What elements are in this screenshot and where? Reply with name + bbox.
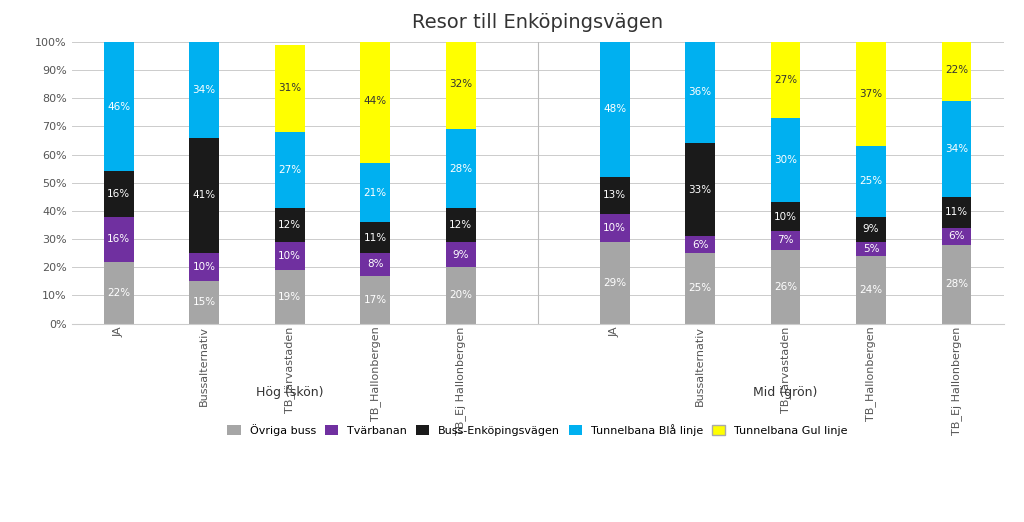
Text: 5%: 5% xyxy=(863,244,880,254)
Bar xyxy=(445,208,475,242)
Text: 21%: 21% xyxy=(364,187,387,197)
Bar xyxy=(941,101,972,197)
Text: 31%: 31% xyxy=(279,84,301,93)
Text: 28%: 28% xyxy=(945,279,968,289)
Bar xyxy=(189,42,219,138)
Text: 25%: 25% xyxy=(688,283,712,293)
Bar xyxy=(770,42,801,118)
Text: 16%: 16% xyxy=(108,189,130,199)
Bar xyxy=(445,129,475,208)
Legend: Övriga buss, Tvärbanan, Buss-Enköpingsvägen, Tunnelbana Blå linje, Tunnelbana Gu: Övriga buss, Tvärbanan, Buss-Enköpingsvä… xyxy=(223,419,852,440)
Text: 20%: 20% xyxy=(450,290,472,301)
Bar xyxy=(274,44,304,132)
Bar xyxy=(941,39,972,101)
Text: 12%: 12% xyxy=(279,220,301,230)
Bar xyxy=(189,138,219,253)
Bar xyxy=(941,245,972,324)
Text: 25%: 25% xyxy=(859,176,883,186)
Text: 48%: 48% xyxy=(603,104,626,114)
Bar xyxy=(856,146,886,217)
Bar xyxy=(600,177,630,213)
Text: 33%: 33% xyxy=(688,185,712,195)
Bar xyxy=(360,222,390,253)
Bar xyxy=(685,236,715,253)
Bar xyxy=(770,118,801,203)
Title: Resor till Enköpingsvägen: Resor till Enköpingsvägen xyxy=(412,13,664,32)
Text: 27%: 27% xyxy=(279,165,301,175)
Text: 9%: 9% xyxy=(453,250,469,259)
Text: 10%: 10% xyxy=(603,223,626,233)
Bar xyxy=(600,242,630,324)
Bar xyxy=(856,42,886,146)
Text: 6%: 6% xyxy=(692,240,709,250)
Bar xyxy=(856,242,886,256)
Text: 41%: 41% xyxy=(193,191,216,200)
Text: 8%: 8% xyxy=(367,259,383,269)
Bar xyxy=(600,42,630,177)
Bar xyxy=(189,253,219,281)
Bar xyxy=(445,39,475,129)
Text: Mid (grön): Mid (grön) xyxy=(754,386,818,399)
Bar xyxy=(445,267,475,324)
Text: 28%: 28% xyxy=(450,163,472,174)
Text: 30%: 30% xyxy=(774,155,797,165)
Bar xyxy=(103,217,134,262)
Text: 11%: 11% xyxy=(945,207,968,217)
Text: 6%: 6% xyxy=(948,231,965,241)
Bar xyxy=(274,242,304,270)
Text: 34%: 34% xyxy=(945,144,968,154)
Text: 12%: 12% xyxy=(450,220,472,230)
Text: 46%: 46% xyxy=(108,102,130,112)
Bar xyxy=(189,281,219,324)
Text: 27%: 27% xyxy=(774,75,797,85)
Text: 15%: 15% xyxy=(193,298,216,307)
Text: 10%: 10% xyxy=(774,211,797,221)
Text: 7%: 7% xyxy=(777,235,794,245)
Bar xyxy=(274,208,304,242)
Text: 37%: 37% xyxy=(859,89,883,99)
Text: 24%: 24% xyxy=(859,285,883,295)
Text: 19%: 19% xyxy=(279,292,301,302)
Text: 9%: 9% xyxy=(863,224,880,234)
Bar xyxy=(274,132,304,208)
Text: 22%: 22% xyxy=(108,288,130,298)
Text: 10%: 10% xyxy=(193,262,216,272)
Bar xyxy=(856,217,886,242)
Text: 32%: 32% xyxy=(450,79,472,89)
Text: 36%: 36% xyxy=(688,88,712,98)
Bar xyxy=(770,251,801,324)
Bar xyxy=(685,42,715,143)
Bar xyxy=(770,231,801,251)
Text: 10%: 10% xyxy=(279,251,301,261)
Text: 22%: 22% xyxy=(945,65,968,75)
Bar xyxy=(685,253,715,324)
Bar xyxy=(770,203,801,231)
Text: 34%: 34% xyxy=(193,85,216,94)
Bar xyxy=(360,163,390,222)
Text: 17%: 17% xyxy=(364,295,387,305)
Bar xyxy=(600,213,630,242)
Text: 29%: 29% xyxy=(603,278,626,288)
Bar xyxy=(103,262,134,324)
Bar xyxy=(360,253,390,276)
Bar xyxy=(941,197,972,228)
Bar xyxy=(360,276,390,324)
Text: Hög (skön): Hög (skön) xyxy=(256,386,324,399)
Bar xyxy=(941,228,972,245)
Text: 26%: 26% xyxy=(774,282,797,292)
Bar xyxy=(103,42,134,171)
Bar xyxy=(445,242,475,267)
Text: 11%: 11% xyxy=(364,233,387,243)
Text: 44%: 44% xyxy=(364,96,387,106)
Text: 16%: 16% xyxy=(108,234,130,244)
Text: 13%: 13% xyxy=(603,191,626,200)
Bar xyxy=(685,143,715,236)
Bar xyxy=(360,39,390,163)
Bar xyxy=(856,256,886,324)
Bar xyxy=(103,171,134,217)
Bar xyxy=(274,270,304,324)
